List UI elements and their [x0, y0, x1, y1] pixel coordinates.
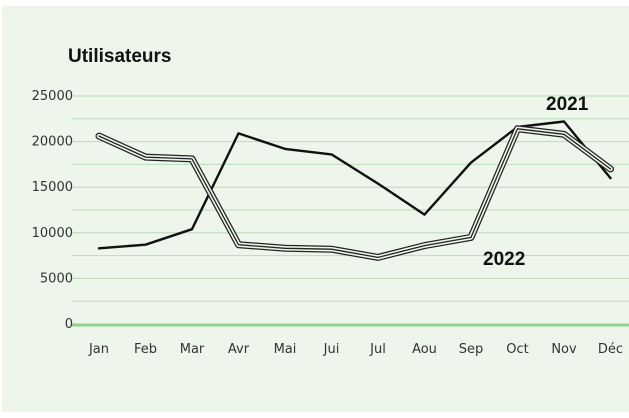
series-line-2021: [97, 120, 612, 250]
y-tick-label: 5000: [40, 271, 73, 286]
x-tick-label: Jan: [88, 342, 109, 357]
y-tick-label: 15000: [32, 180, 73, 195]
series-line-2022: [95, 125, 614, 261]
x-tick-label: Jul: [369, 342, 386, 357]
x-tick-label: Mai: [274, 342, 297, 357]
x-tick-label: Feb: [134, 342, 157, 357]
y-tick-label: 20000: [32, 135, 73, 150]
y-tick-label: 25000: [32, 89, 73, 104]
line-chart: 0 5000 10000 15000 20000 25000 Jan Feb Mar Avr Mai…: [32, 89, 629, 357]
x-tick-label: Déc: [598, 342, 623, 357]
x-tick-label: Avr: [228, 342, 250, 357]
y-tick-label: 0: [65, 317, 73, 332]
y-tick-label: 10000: [32, 226, 73, 241]
x-tick-label: Oct: [506, 342, 528, 357]
series-line-2022-core: [98, 128, 612, 259]
series-label-2021: 2021: [546, 94, 589, 115]
x-tick-label: Mar: [180, 342, 205, 357]
x-tick-label: Sep: [459, 342, 484, 357]
chart-title: Utilisateurs: [68, 46, 172, 67]
chart-panel: Utilisateurs 0 5000 10000 15000 20000 25000 Ja…: [2, 6, 629, 412]
series-label-2022: 2022: [483, 249, 525, 270]
x-tick-label: Nov: [551, 342, 577, 357]
x-tick-label: Jui: [323, 342, 340, 357]
series-line-2022-gap: [96, 126, 613, 260]
x-tick-label: Aou: [412, 342, 437, 357]
